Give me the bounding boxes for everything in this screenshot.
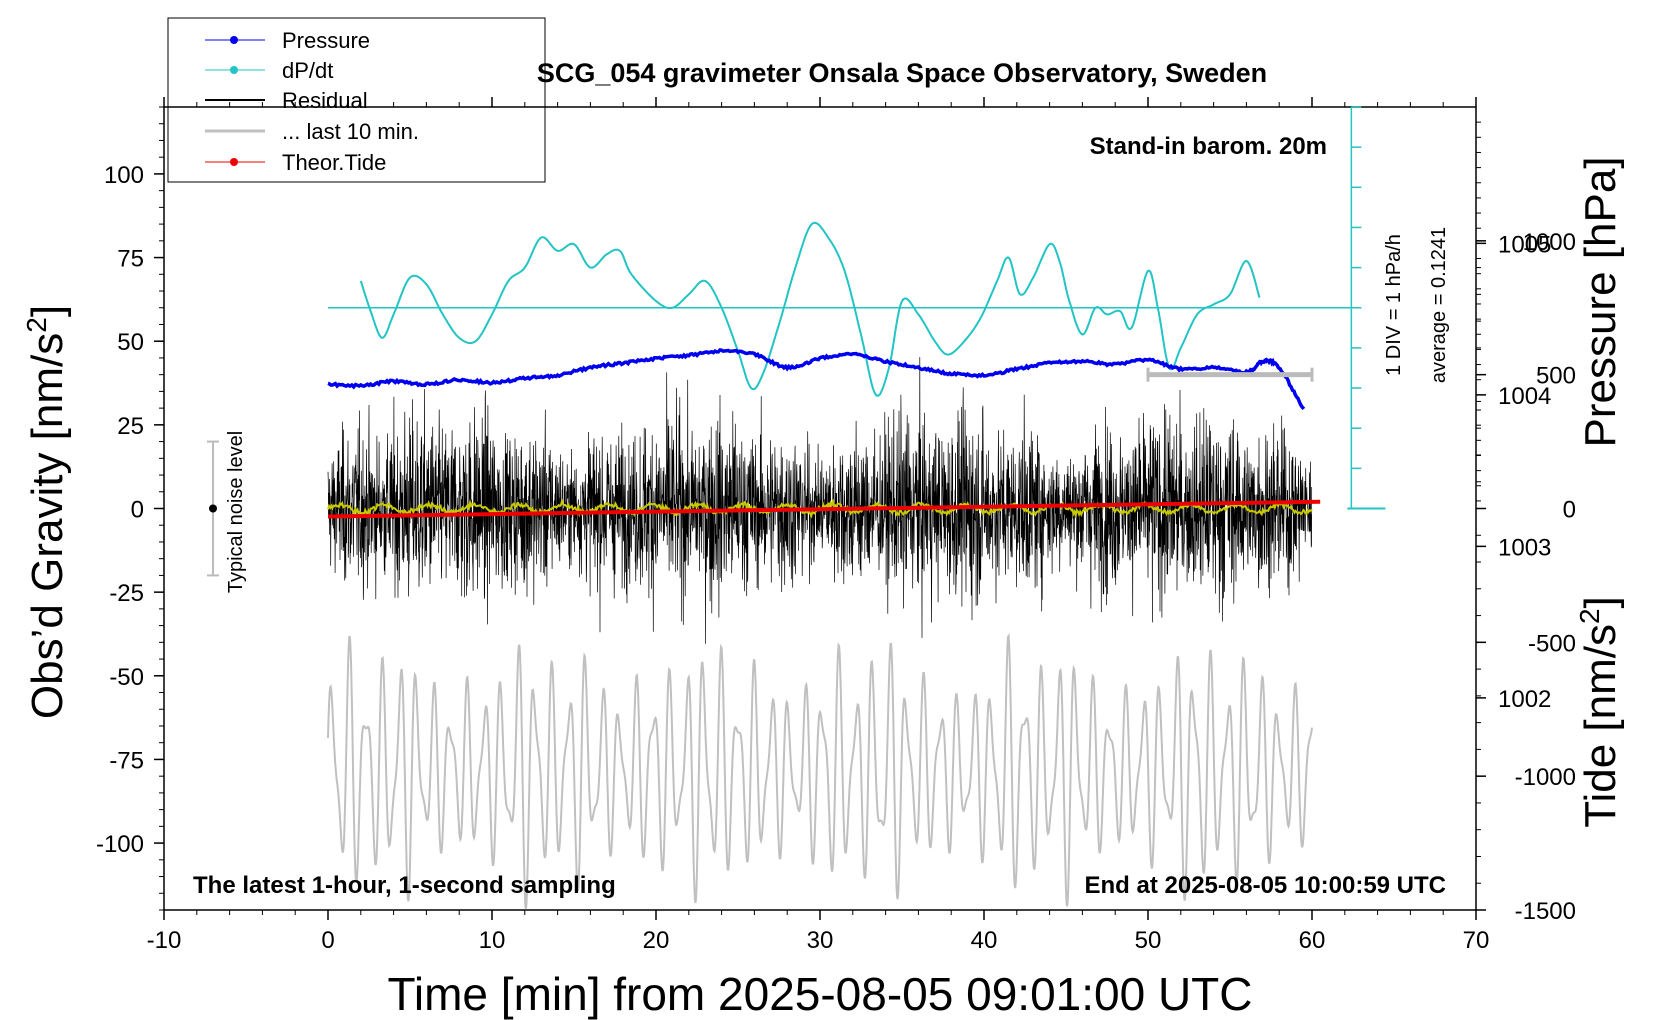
y-tick-label: -25: [109, 580, 144, 607]
tide-title-sup: 2: [1574, 608, 1605, 624]
sampling-note: The latest 1-hour, 1-second sampling: [193, 872, 616, 899]
y-tick-label: 25: [117, 413, 144, 440]
x-tick-label: 10: [479, 927, 506, 954]
legend-item-last-10-min: ... last 10 min.: [205, 119, 419, 144]
legend-label-dpdt: dP/dt: [282, 58, 333, 83]
axes: -10 0 10 20 30 40 50 60 70-100-75-50-25025507510…: [96, 97, 1576, 954]
legend-marker-dpdt: [230, 66, 238, 74]
y-tick-label: -50: [109, 664, 144, 691]
legend-item-residual: Residual: [205, 88, 368, 113]
y-axis-tide-title: Tide [nm/s2]: [1574, 596, 1625, 828]
legend-item-theor-tide: Theor.Tide: [205, 150, 386, 175]
pressure-series: [327, 348, 1306, 410]
tide-tick-label: 500: [1536, 363, 1576, 390]
tide-tick-label: 0: [1563, 497, 1576, 524]
tide-tick-label: -500: [1528, 630, 1576, 657]
y-tick-label: -100: [96, 831, 144, 858]
legend-label-last-10-min: ... last 10 min.: [282, 119, 419, 144]
y-axis-left-title: Obs’d Gravity [nm/s2]: [21, 305, 72, 719]
pressure-tick-label: 1004: [1498, 383, 1551, 410]
x-axis-title: Time [min] from 2025-08-05 09:01:00 UTC: [388, 968, 1253, 1020]
x-tick-label: -10: [147, 927, 182, 954]
noise-level-label: Typical noise level: [225, 431, 247, 593]
legend-marker-pressure: [230, 36, 238, 44]
y-left-title-close: ]: [23, 305, 72, 317]
dpdt-div-label: 1 DIV = 1 hPa/h: [1383, 234, 1405, 376]
x-tick-label: 60: [1299, 927, 1326, 954]
dpdt-average-label: average = 0.1241: [1428, 227, 1450, 383]
x-tick-label: 20: [643, 927, 670, 954]
chart-title: SCG_054 gravimeter Onsala Space Observat…: [537, 58, 1267, 88]
legend-label-residual: Residual: [282, 88, 368, 113]
noise-center-dot: [209, 504, 217, 513]
legend-label-theor-tide: Theor.Tide: [282, 150, 386, 175]
last-10-min-line: [327, 633, 1313, 910]
y-tick-label: 75: [117, 246, 144, 273]
pressure-tick-label: 1002: [1498, 686, 1551, 713]
x-tick-label: 30: [807, 927, 834, 954]
y-tick-label: 0: [131, 497, 144, 524]
tide-tick-label: -1000: [1515, 764, 1576, 791]
x-tick-label: 50: [1135, 927, 1162, 954]
y-tick-label: -75: [109, 747, 144, 774]
dpdt-line: [359, 221, 1261, 397]
tide-tick-label: -1500: [1515, 898, 1576, 925]
pressure-tick-label: 1005: [1498, 231, 1551, 258]
dpdt-series: [328, 106, 1386, 510]
x-tick-label: 40: [971, 927, 998, 954]
y-tick-label: 100: [104, 162, 144, 189]
y-left-title-main: Obs’d Gravity [nm/s: [23, 333, 72, 719]
y-axis-pressure-title: Pressure [hPa]: [1576, 156, 1625, 447]
legend-item-dpdt: dP/dt: [205, 58, 333, 83]
residual-line: [327, 357, 1313, 644]
pressure-line: [327, 348, 1306, 410]
end-time-note: End at 2025-08-05 10:00:59 UTC: [1085, 872, 1447, 899]
last-10-min-series: [327, 633, 1313, 910]
theor-tide-series: [327, 499, 1321, 519]
pressure-tick-label: 1003: [1498, 534, 1551, 561]
residual-series: [327, 357, 1313, 644]
legend-marker-theor-tide: [230, 158, 238, 166]
theor-tide-line: [327, 499, 1321, 519]
barometer-note: Stand-in barom. 20m: [1090, 133, 1327, 160]
legend-label-pressure: Pressure: [282, 28, 370, 53]
y-left-title-sup: 2: [21, 317, 52, 333]
x-tick-label: 70: [1463, 927, 1490, 954]
y-tick-label: 50: [117, 329, 144, 356]
legend: Pressure dP/dt Residual ... last 10 min.…: [167, 17, 546, 183]
tide-tick-label: 1000: [1523, 229, 1576, 256]
tide-title-close: ]: [1576, 596, 1625, 608]
tide-title-main: Tide [nm/s: [1576, 624, 1625, 828]
x-tick-label: 0: [321, 927, 334, 954]
legend-item-pressure: Pressure: [205, 28, 370, 53]
